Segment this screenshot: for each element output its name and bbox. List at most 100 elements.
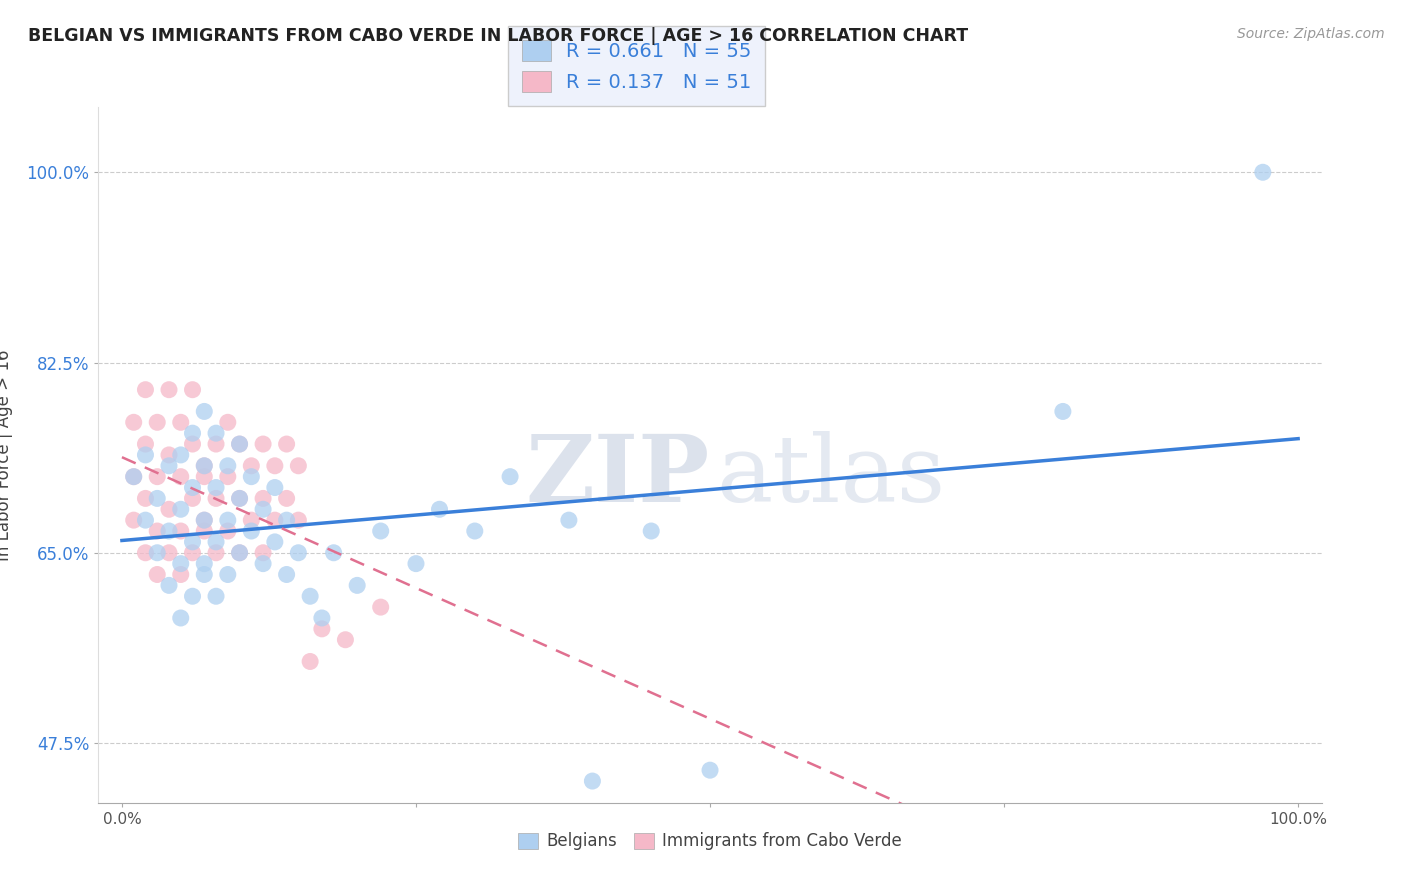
Point — [205, 589, 228, 603]
Point — [181, 491, 204, 506]
Point — [346, 578, 368, 592]
Point — [240, 469, 263, 483]
Point — [181, 481, 204, 495]
Point — [699, 763, 721, 777]
Point — [181, 437, 204, 451]
Point — [146, 415, 169, 429]
Point — [370, 524, 392, 538]
Point — [263, 481, 285, 495]
Point — [370, 600, 392, 615]
Point — [193, 513, 215, 527]
Point — [558, 513, 581, 527]
Point — [311, 611, 333, 625]
Point — [405, 557, 427, 571]
Point — [299, 589, 322, 603]
Point — [193, 458, 215, 473]
Point — [205, 534, 228, 549]
Point — [335, 632, 357, 647]
Point — [170, 415, 193, 429]
Point — [252, 491, 274, 506]
Point — [134, 513, 156, 527]
Point — [252, 502, 274, 516]
Point — [170, 502, 193, 516]
Point — [228, 546, 250, 560]
Point — [205, 437, 228, 451]
Text: BELGIAN VS IMMIGRANTS FROM CABO VERDE IN LABOR FORCE | AGE > 16 CORRELATION CHAR: BELGIAN VS IMMIGRANTS FROM CABO VERDE IN… — [28, 27, 969, 45]
Point — [146, 546, 169, 560]
Point — [1052, 404, 1074, 418]
Point — [217, 469, 239, 483]
Point — [170, 557, 193, 571]
Text: Source: ZipAtlas.com: Source: ZipAtlas.com — [1237, 27, 1385, 41]
Point — [205, 546, 228, 560]
Point — [217, 567, 239, 582]
Point — [157, 383, 180, 397]
Point — [193, 524, 215, 538]
Point — [276, 513, 298, 527]
Point — [122, 415, 145, 429]
Point — [134, 448, 156, 462]
Legend: Belgians, Immigrants from Cabo Verde: Belgians, Immigrants from Cabo Verde — [512, 826, 908, 857]
Point — [146, 491, 169, 506]
Point — [240, 513, 263, 527]
Point — [429, 502, 451, 516]
Point — [217, 415, 239, 429]
Point — [122, 469, 145, 483]
Point — [170, 524, 193, 538]
Point — [287, 546, 309, 560]
Point — [217, 513, 239, 527]
Point — [1251, 165, 1274, 179]
Y-axis label: In Labor Force | Age > 16: In Labor Force | Age > 16 — [0, 349, 13, 561]
Point — [263, 513, 285, 527]
Point — [170, 611, 193, 625]
Point — [193, 557, 215, 571]
Point — [170, 469, 193, 483]
Point — [228, 491, 250, 506]
Point — [263, 458, 285, 473]
Point — [640, 524, 662, 538]
Point — [157, 524, 180, 538]
Point — [499, 469, 522, 483]
Point — [134, 383, 156, 397]
Point — [205, 481, 228, 495]
Point — [134, 491, 156, 506]
Point — [193, 469, 215, 483]
Point — [240, 524, 263, 538]
Point — [146, 469, 169, 483]
Point — [228, 491, 250, 506]
Point — [228, 437, 250, 451]
Point — [122, 469, 145, 483]
Point — [170, 567, 193, 582]
Text: atlas: atlas — [716, 431, 945, 521]
Point — [193, 567, 215, 582]
Point — [287, 513, 309, 527]
Point — [299, 655, 322, 669]
Point — [157, 448, 180, 462]
Point — [193, 513, 215, 527]
Point — [228, 546, 250, 560]
Point — [217, 458, 239, 473]
Point — [311, 622, 333, 636]
Point — [287, 458, 309, 473]
Point — [181, 383, 204, 397]
Point — [205, 426, 228, 441]
Point — [157, 458, 180, 473]
Point — [217, 524, 239, 538]
Point — [181, 426, 204, 441]
Point — [464, 524, 486, 538]
Point — [193, 458, 215, 473]
Point — [122, 513, 145, 527]
Point — [252, 557, 274, 571]
Point — [276, 567, 298, 582]
Point — [170, 448, 193, 462]
Point — [157, 578, 180, 592]
Point — [181, 534, 204, 549]
Point — [228, 437, 250, 451]
Point — [134, 546, 156, 560]
Point — [181, 589, 204, 603]
Point — [205, 491, 228, 506]
Point — [263, 534, 285, 549]
Point — [276, 491, 298, 506]
Point — [193, 404, 215, 418]
Text: ZIP: ZIP — [526, 431, 710, 521]
